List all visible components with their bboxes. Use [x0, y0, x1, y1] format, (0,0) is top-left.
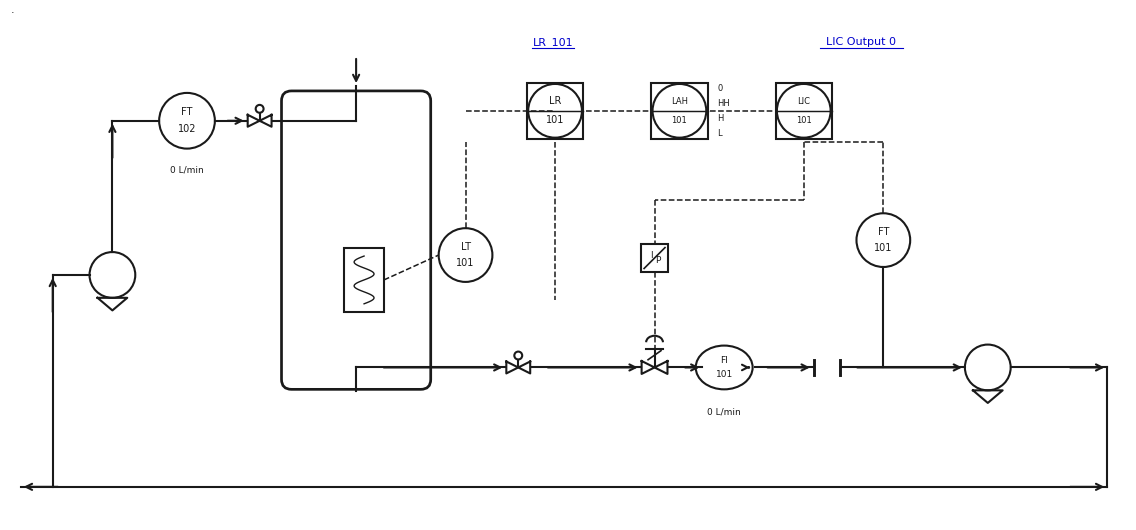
Text: I: I — [650, 251, 652, 260]
Text: LIC Output 0: LIC Output 0 — [827, 37, 896, 47]
Text: FT: FT — [878, 227, 889, 237]
Text: LIC: LIC — [797, 97, 810, 106]
Text: FT: FT — [182, 108, 193, 118]
Text: L: L — [717, 129, 721, 138]
Text: LT: LT — [460, 242, 470, 252]
Text: .: . — [11, 5, 15, 15]
Text: LAH: LAH — [671, 97, 688, 106]
Text: 101: 101 — [716, 370, 733, 379]
Text: 101: 101 — [546, 115, 565, 125]
Text: 101: 101 — [671, 116, 687, 125]
Text: 101: 101 — [796, 116, 811, 125]
Bar — [527, 83, 583, 139]
Text: FI: FI — [720, 356, 728, 365]
Bar — [651, 83, 708, 139]
Text: HH: HH — [717, 99, 730, 108]
Text: LR: LR — [549, 96, 561, 107]
Text: 0: 0 — [717, 84, 722, 93]
Text: 0 L/min: 0 L/min — [170, 165, 203, 174]
Bar — [776, 83, 832, 139]
Text: P: P — [655, 257, 661, 266]
Bar — [344, 248, 384, 312]
Text: LR_101: LR_101 — [533, 37, 574, 48]
FancyBboxPatch shape — [282, 91, 431, 390]
Text: 0 L/min: 0 L/min — [708, 407, 741, 416]
Text: H: H — [717, 114, 724, 123]
Text: 101: 101 — [457, 258, 475, 268]
Bar — [641, 244, 668, 272]
Text: 101: 101 — [874, 243, 893, 253]
Text: 102: 102 — [177, 124, 197, 134]
